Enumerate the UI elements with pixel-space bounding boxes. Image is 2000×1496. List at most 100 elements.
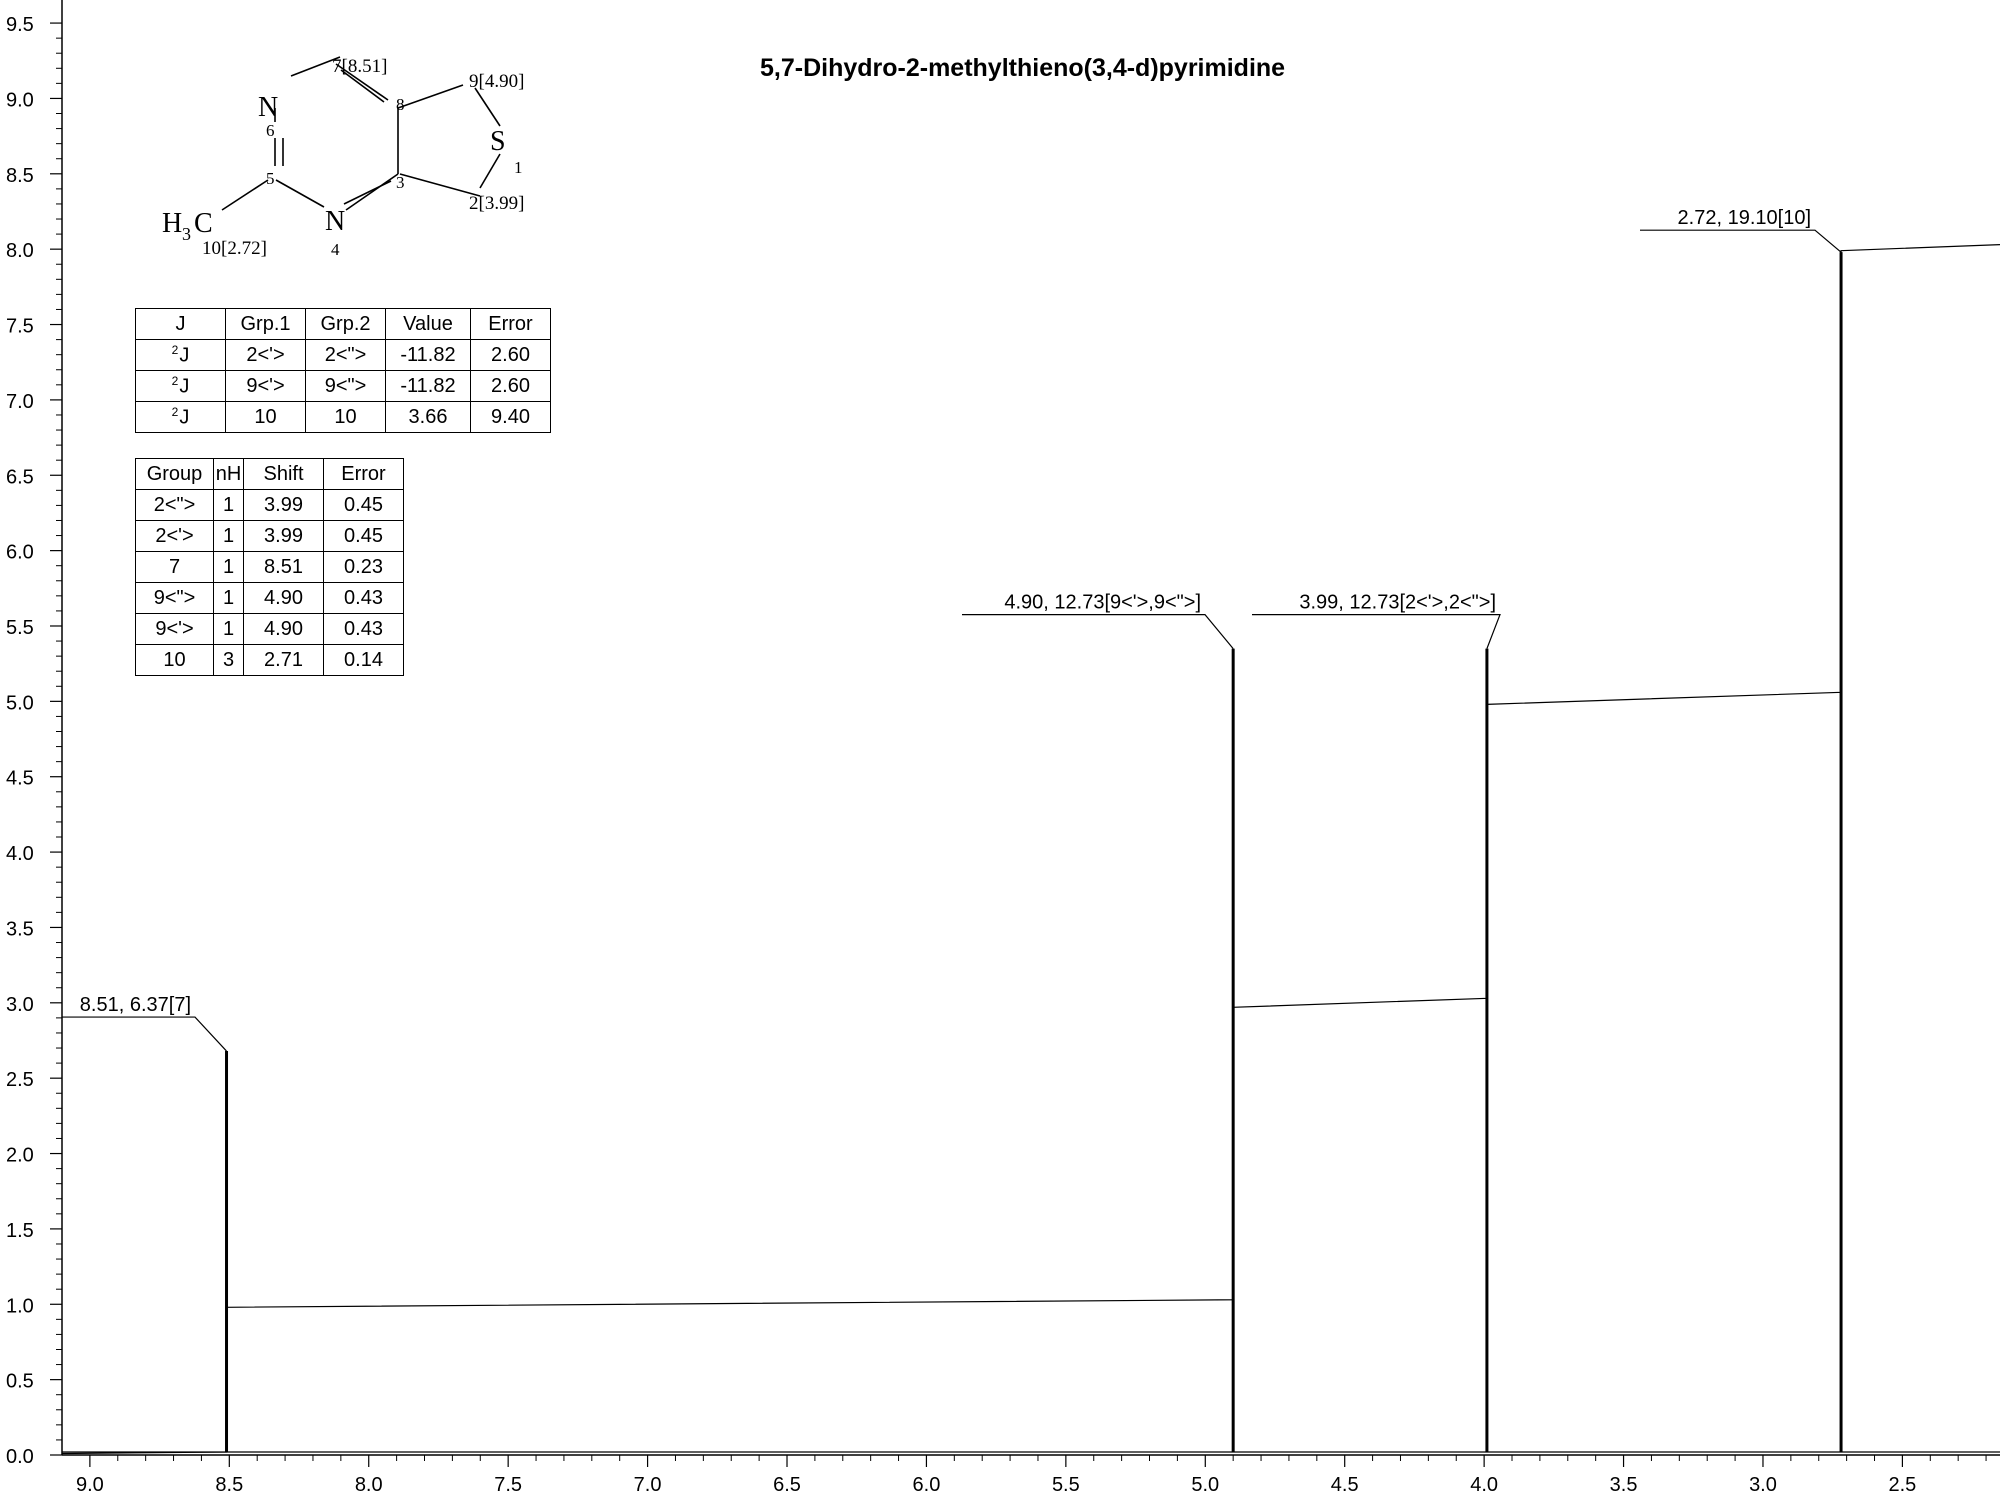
y-tick-label: 2.0 — [6, 1145, 34, 1167]
x-tick-label: 7.5 — [494, 1474, 522, 1496]
table-row: 9<"> 1 4.90 0.43 — [135, 582, 404, 614]
atom-number-6: 6 — [266, 121, 275, 140]
atom-label-7: 7[8.51] — [332, 56, 387, 77]
y-tick-label: 8.0 — [6, 240, 34, 262]
y-tick-label: 6.5 — [6, 466, 34, 488]
atom-n6: N — [258, 92, 278, 123]
axes: 0.0 0.5 1.0 1.5 2.0 2.5 3.0 3.5 4.0 4.5 5.0 5.5 6.0 6… — [6, 0, 2000, 1496]
group-2-cell: 2<"> — [305, 339, 386, 371]
group-cell: 9<"> — [135, 582, 214, 614]
x-tick-label: 7.0 — [634, 1474, 662, 1496]
error-cell: 0.23 — [323, 551, 404, 583]
table-row: 7 1 8.51 0.23 — [135, 551, 404, 583]
peak-label-leader — [962, 613, 1234, 649]
shift-cell: 8.51 — [243, 551, 324, 583]
group-1-cell: 2<'> — [225, 339, 306, 371]
table-header-row: Group nH Shift Error — [135, 458, 404, 490]
value-cell: -11.82 — [385, 370, 471, 402]
column-header: Grp.1 — [225, 308, 306, 340]
x-tick-label: 5.0 — [1191, 1474, 1219, 1496]
y-tick-label: 8.5 — [6, 165, 34, 187]
shift-cell: 3.99 — [243, 489, 324, 521]
table-row: 2J 9<'> 9<"> -11.82 2.60 — [135, 370, 551, 402]
chemical-shift-table: Group nH Shift Error 2<"> 1 3.99 0.45 2<… — [135, 458, 404, 676]
error-cell: 0.43 — [323, 613, 404, 645]
nh-cell: 1 — [213, 489, 244, 521]
molecule-structure: N N S H 3 C 6 5 4 3 8 1 7[8.51] 9[4.90] … — [162, 56, 524, 259]
atom-label-2: 2[3.99] — [469, 193, 524, 214]
j-order: 2 — [171, 373, 179, 388]
x-tick-label: 5.5 — [1052, 1474, 1080, 1496]
atom-number-4: 4 — [331, 240, 340, 259]
methyl-c: C — [194, 208, 213, 239]
peak-label: 4.90, 12.73[9<'>,9<">] — [1004, 592, 1201, 614]
coupling-constant-table: J Grp.1 Grp.2 Value Error 2J 2<'> 2<"> -… — [135, 308, 551, 433]
group-cell: 2<'> — [135, 520, 214, 552]
error-cell: 0.45 — [323, 520, 404, 552]
y-tick-label: 7.5 — [6, 316, 34, 338]
j-symbol: J — [179, 344, 190, 367]
x-tick-label: 4.0 — [1470, 1474, 1498, 1496]
y-tick-label: 2.5 — [6, 1069, 34, 1091]
j-symbol: J — [179, 375, 190, 398]
y-tick-label: 5.5 — [6, 617, 34, 639]
error-cell: 0.45 — [323, 489, 404, 521]
nh-cell: 1 — [213, 613, 244, 645]
peak-label: 3.99, 12.73[2<'>,2<">] — [1299, 592, 1496, 614]
table-header-row: J Grp.1 Grp.2 Value Error — [135, 308, 551, 340]
error-cell: 0.43 — [323, 582, 404, 614]
nh-cell: 1 — [213, 551, 244, 583]
column-header: Group — [135, 458, 214, 490]
j-order: 2 — [171, 342, 179, 357]
x-tick-label: 4.5 — [1331, 1474, 1359, 1496]
chart-title: 5,7-Dihydro-2-methylthieno(3,4-d)pyrimid… — [760, 54, 1286, 82]
group-cell: 2<"> — [135, 489, 214, 521]
x-tick-label: 3.0 — [1749, 1474, 1777, 1496]
error-cell: 2.60 — [470, 339, 551, 371]
j-symbol: J — [179, 406, 190, 429]
group-1-cell: 9<'> — [225, 370, 306, 402]
atom-number-1: 1 — [514, 158, 523, 177]
group-1-cell: 10 — [225, 401, 306, 433]
atom-s: S — [490, 126, 506, 157]
peak-label-leader — [1640, 229, 1842, 253]
y-tick-label: 4.5 — [6, 768, 34, 790]
shift-cell: 2.71 — [243, 644, 324, 676]
group-cell: 9<'> — [135, 613, 214, 645]
x-tick-label: 6.5 — [773, 1474, 801, 1496]
table-row: 2<"> 1 3.99 0.45 — [135, 489, 404, 521]
j-cell: 2J — [135, 401, 226, 433]
x-tick-label: 8.0 — [355, 1474, 383, 1496]
y-tick-label: 6.0 — [6, 542, 34, 564]
table-row: 10 3 2.71 0.14 — [135, 644, 404, 676]
column-header: nH — [213, 458, 244, 490]
x-tick-label: 6.0 — [913, 1474, 941, 1496]
shift-cell: 4.90 — [243, 613, 324, 645]
peak-lines — [62, 252, 2000, 1453]
methyl-h: H — [162, 208, 182, 239]
group-2-cell: 10 — [305, 401, 386, 433]
error-cell: 9.40 — [470, 401, 551, 433]
column-header: Error — [470, 308, 551, 340]
j-cell: 2J — [135, 339, 226, 371]
shift-cell: 3.99 — [243, 520, 324, 552]
column-header: J — [135, 308, 226, 340]
table-row: 2<'> 1 3.99 0.45 — [135, 520, 404, 552]
column-header: Shift — [243, 458, 324, 490]
peak-label-leader — [62, 1016, 227, 1052]
atom-number-5: 5 — [266, 169, 275, 188]
nh-cell: 1 — [213, 520, 244, 552]
x-tick-label: 8.5 — [215, 1474, 243, 1496]
y-tick-label: 0.0 — [6, 1446, 34, 1468]
group-cell: 10 — [135, 644, 214, 676]
atom-label-9: 9[4.90] — [469, 71, 524, 92]
y-tick-label: 3.5 — [6, 918, 34, 940]
x-tick-label: 2.5 — [1888, 1474, 1916, 1496]
nh-cell: 3 — [213, 644, 244, 676]
y-tick-label: 9.5 — [6, 14, 34, 36]
y-tick-label: 7.0 — [6, 391, 34, 413]
j-cell: 2J — [135, 370, 226, 402]
y-tick-label: 3.0 — [6, 994, 34, 1016]
atom-n4: N — [325, 206, 345, 237]
